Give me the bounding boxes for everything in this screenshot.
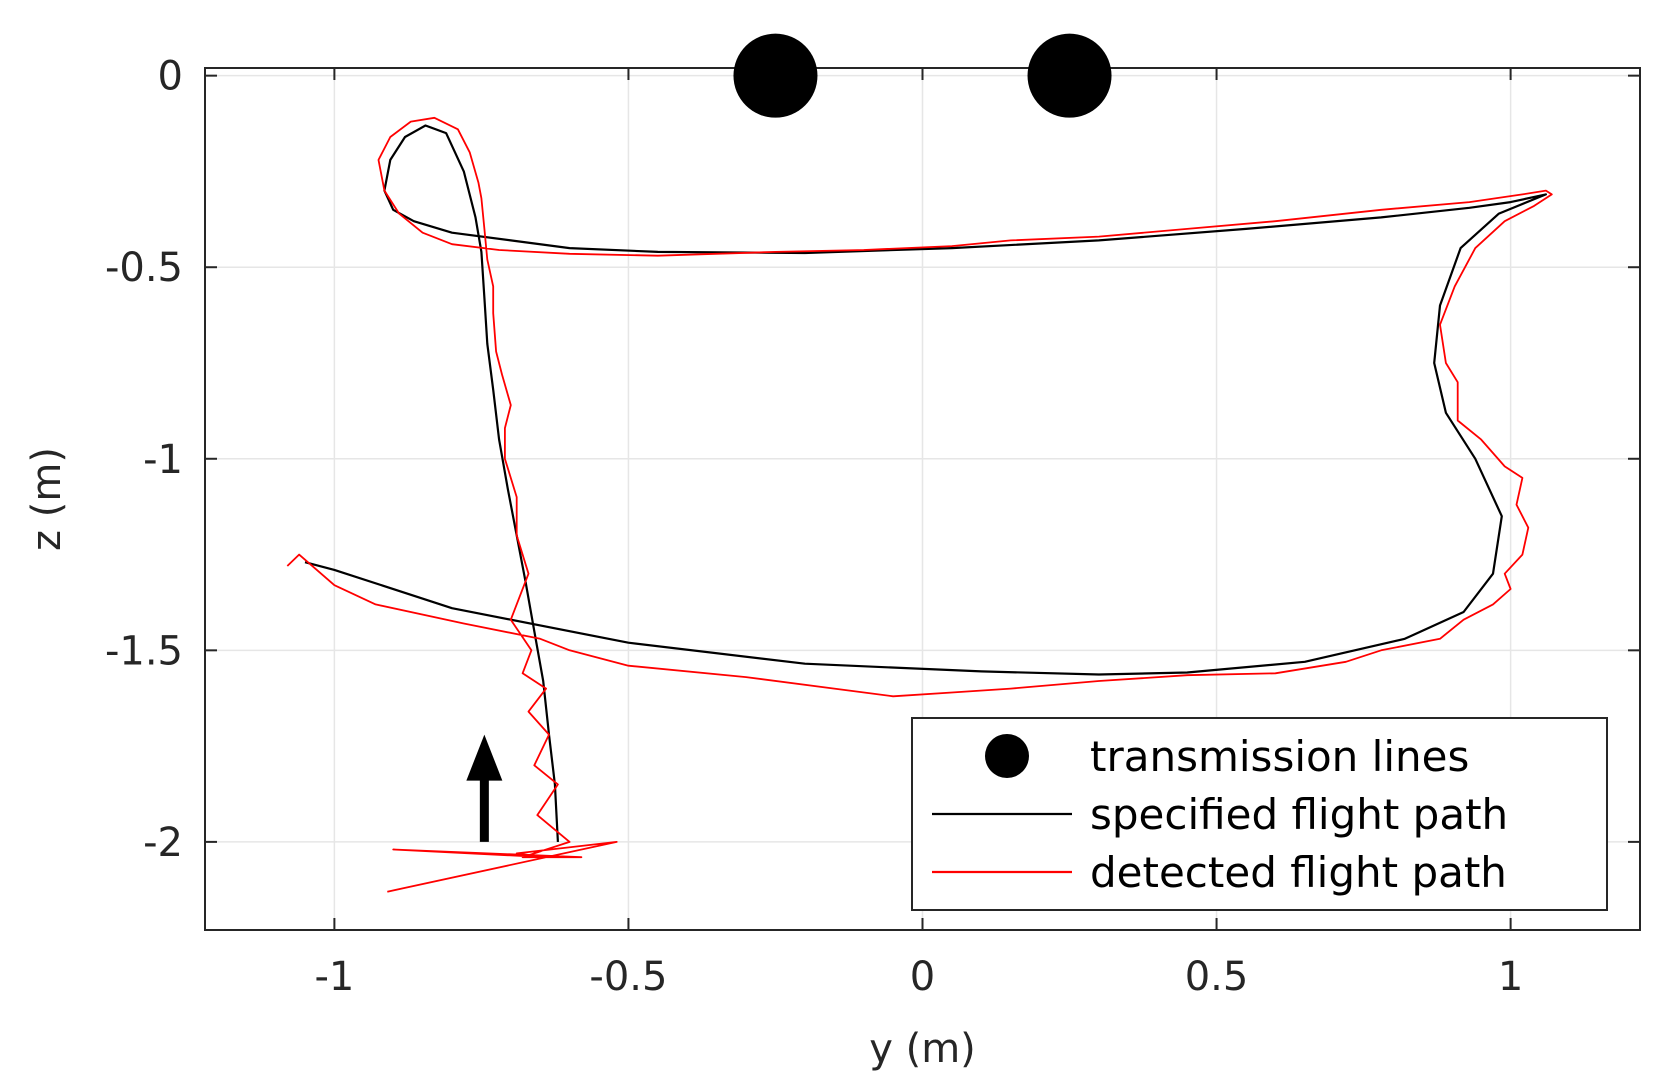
y-tick-label: -1.5 — [105, 628, 183, 674]
transmission-line-marker — [1027, 33, 1112, 118]
direction-arrow-icon — [466, 734, 503, 781]
y-axis-label: z (m) — [24, 447, 70, 551]
x-tick-label: 0.5 — [1185, 954, 1249, 1000]
axis-ticks: -1 -0.5 0 0.5 1 0 -0.5 -1 -1.5 -2 — [105, 54, 1640, 1000]
annotation-layer — [466, 734, 503, 842]
legend: transmission lines specified flight path… — [911, 717, 1608, 911]
specified-flight-path-line — [304, 124, 1548, 842]
legend-label-transmission-lines: transmission lines — [1090, 732, 1469, 781]
x-tick-label: -0.5 — [589, 954, 667, 1000]
x-tick-label: -1 — [314, 954, 354, 1000]
y-tick-label: 0 — [158, 54, 183, 100]
detected-flight-path-line — [286, 116, 1553, 893]
y-tick-label: -2 — [143, 820, 183, 866]
transmission-line-marker — [733, 33, 818, 118]
legend-label-specified-flight-path: specified flight path — [1090, 790, 1508, 839]
series-layer — [286, 33, 1553, 893]
y-tick-label: -0.5 — [105, 245, 183, 291]
legend-dot-icon — [985, 734, 1029, 778]
x-tick-label: 0 — [910, 954, 935, 1000]
y-tick-label: -1 — [143, 437, 183, 483]
x-tick-label: 1 — [1498, 954, 1523, 1000]
legend-label-detected-flight-path: detected flight path — [1090, 848, 1507, 897]
x-axis-label: y (m) — [869, 1026, 976, 1072]
